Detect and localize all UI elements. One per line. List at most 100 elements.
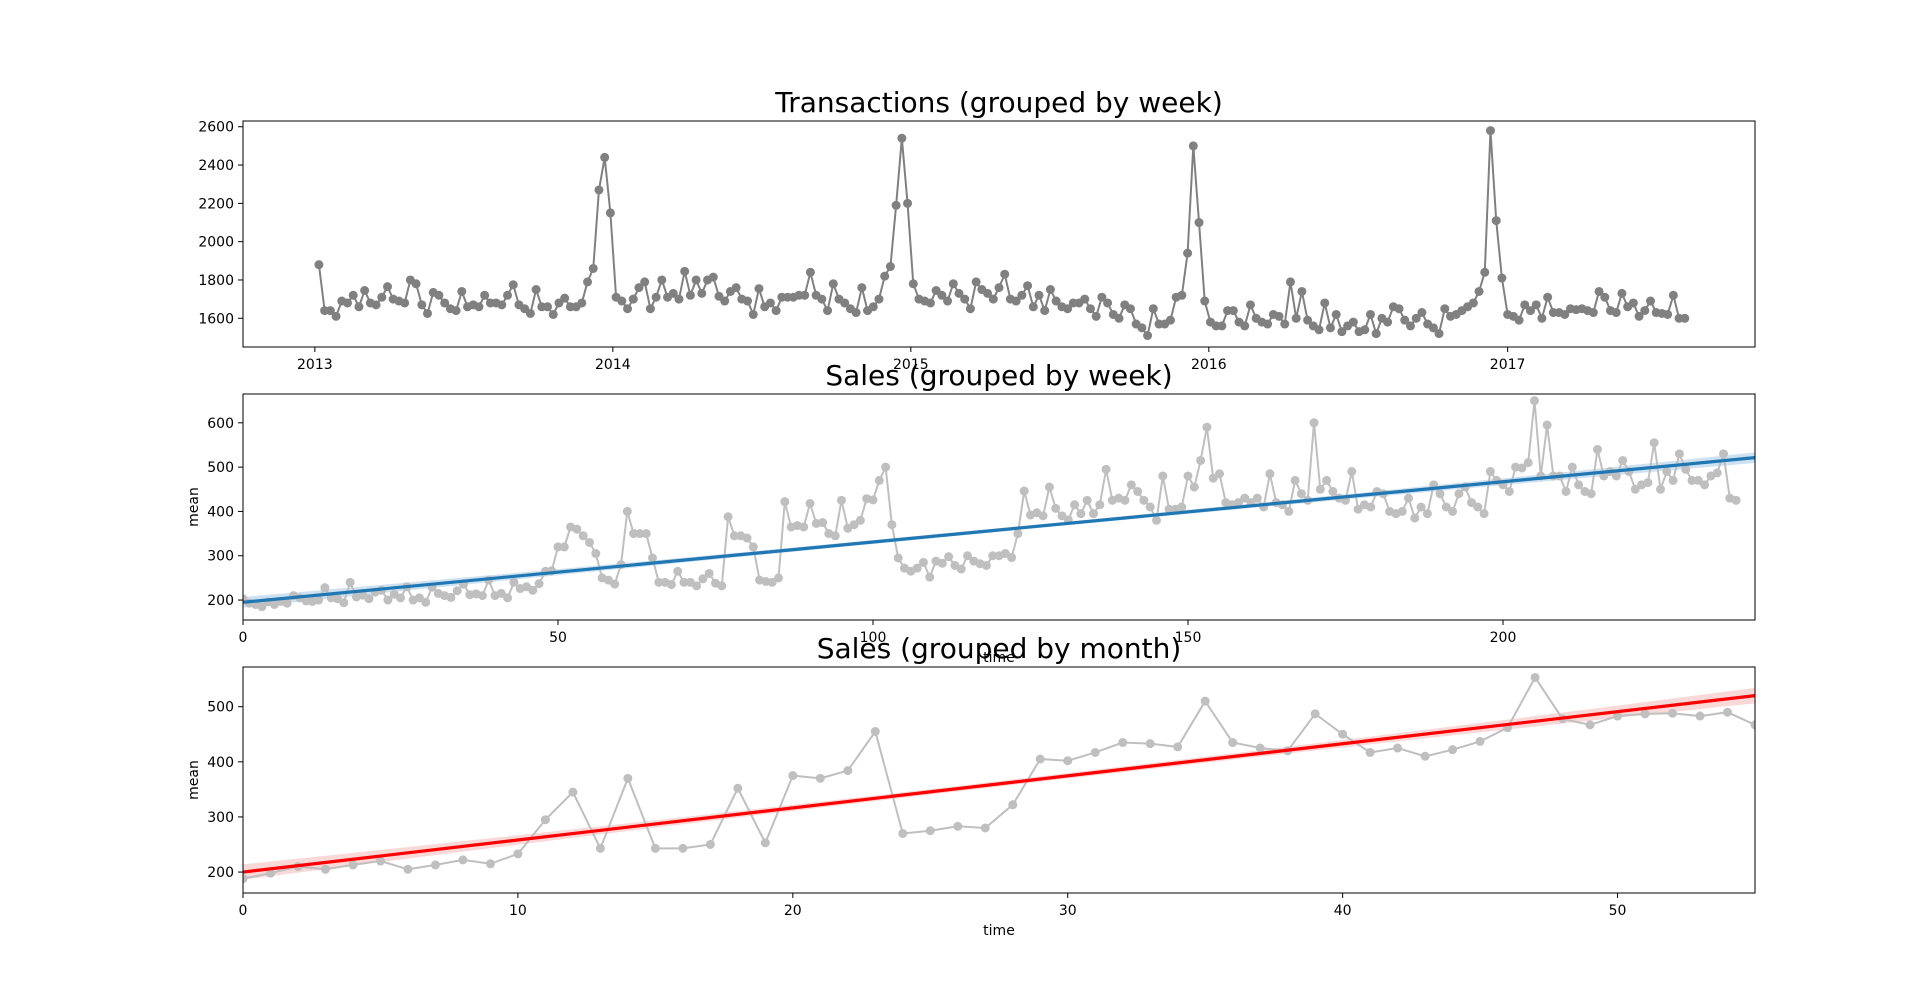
data-point bbox=[497, 300, 507, 310]
data-point bbox=[1013, 529, 1023, 539]
data-point bbox=[430, 860, 440, 870]
data-point bbox=[1145, 739, 1155, 749]
plot-area bbox=[243, 396, 1755, 612]
data-point bbox=[1240, 493, 1250, 503]
data-point bbox=[377, 292, 387, 302]
data-point bbox=[1245, 300, 1255, 310]
data-point bbox=[1531, 300, 1541, 310]
data-point bbox=[1325, 323, 1335, 333]
y-tick-label: 300 bbox=[207, 549, 234, 565]
data-point bbox=[1468, 298, 1478, 308]
chart-title: Sales (grouped by week) bbox=[825, 359, 1172, 392]
x-tick-label: 100 bbox=[860, 630, 887, 646]
data-point bbox=[1103, 298, 1113, 308]
data-point bbox=[1177, 290, 1187, 300]
data-point bbox=[668, 288, 678, 298]
data-point bbox=[1537, 313, 1547, 323]
data-point bbox=[963, 551, 972, 561]
data-point bbox=[1542, 420, 1552, 430]
x-tick-label: 150 bbox=[1175, 630, 1202, 646]
data-point bbox=[666, 580, 676, 590]
data-point bbox=[1348, 317, 1358, 327]
data-point bbox=[948, 279, 958, 289]
data-point bbox=[868, 495, 878, 505]
data-point bbox=[339, 598, 349, 608]
data-point bbox=[434, 290, 444, 300]
data-point bbox=[680, 266, 690, 276]
data-point bbox=[1097, 292, 1107, 302]
data-point bbox=[325, 306, 335, 316]
data-point bbox=[1320, 298, 1330, 308]
data-point bbox=[1310, 709, 1320, 719]
data-point bbox=[1504, 486, 1514, 496]
data-point bbox=[880, 271, 890, 281]
data-point bbox=[937, 290, 947, 300]
y-tick-label: 2200 bbox=[198, 196, 234, 212]
data-point bbox=[1189, 482, 1199, 492]
data-point bbox=[1252, 493, 1262, 503]
data-point bbox=[983, 288, 993, 298]
data-point bbox=[1008, 800, 1018, 810]
data-point bbox=[840, 298, 850, 308]
data-point bbox=[480, 290, 490, 300]
data-point bbox=[1700, 480, 1710, 490]
data-point bbox=[1416, 502, 1426, 512]
data-point bbox=[414, 593, 424, 603]
data-point bbox=[868, 302, 878, 312]
data-point bbox=[1000, 269, 1010, 279]
x-tick-label: 50 bbox=[1609, 903, 1627, 919]
data-point bbox=[243, 874, 248, 884]
data-point bbox=[1080, 294, 1090, 304]
data-point bbox=[1034, 290, 1044, 300]
data-point bbox=[1309, 418, 1319, 428]
data-point bbox=[1485, 467, 1495, 477]
data-point bbox=[617, 296, 627, 306]
data-point bbox=[1517, 463, 1527, 473]
data-point bbox=[954, 288, 964, 298]
data-point bbox=[528, 585, 538, 595]
data-point bbox=[1044, 482, 1054, 492]
data-point bbox=[509, 577, 519, 587]
x-tick-label: 50 bbox=[549, 630, 567, 646]
data-point bbox=[654, 577, 664, 587]
data-point bbox=[1007, 553, 1017, 563]
data-point bbox=[622, 506, 632, 516]
data-point bbox=[1303, 315, 1313, 325]
data-point bbox=[1038, 511, 1048, 521]
regression-line bbox=[243, 456, 1755, 604]
x-tick-label: 2016 bbox=[1191, 357, 1227, 373]
x-tick-label: 40 bbox=[1334, 903, 1352, 919]
data-point bbox=[1523, 458, 1533, 468]
data-point bbox=[1585, 720, 1595, 730]
data-point bbox=[1479, 509, 1489, 519]
data-point bbox=[898, 828, 908, 838]
data-point bbox=[1338, 729, 1348, 739]
data-point bbox=[1322, 475, 1332, 485]
data-point bbox=[1393, 743, 1403, 753]
data-point bbox=[1085, 304, 1095, 314]
data-point bbox=[1126, 480, 1136, 490]
data-point bbox=[729, 531, 739, 541]
data-point bbox=[1120, 495, 1130, 505]
data-point bbox=[1188, 141, 1198, 151]
data-point bbox=[1440, 304, 1450, 314]
data-point bbox=[548, 309, 558, 319]
data-point bbox=[1680, 313, 1690, 323]
data-point bbox=[1177, 502, 1187, 512]
y-tick-label: 2600 bbox=[198, 120, 234, 136]
data-point bbox=[1611, 308, 1621, 318]
data-point bbox=[1448, 745, 1458, 755]
data-point bbox=[343, 298, 353, 308]
data-point bbox=[771, 306, 781, 316]
data-point bbox=[1143, 331, 1153, 341]
data-point bbox=[1428, 323, 1438, 333]
data-point bbox=[765, 298, 775, 308]
data-point bbox=[568, 787, 578, 797]
data-point bbox=[1514, 315, 1524, 325]
axes-frame bbox=[242, 393, 1756, 621]
data-point bbox=[1051, 296, 1061, 306]
y-tick-label: 200 bbox=[207, 865, 234, 881]
data-point bbox=[383, 595, 393, 605]
data-point bbox=[508, 280, 518, 290]
data-point bbox=[887, 520, 897, 530]
